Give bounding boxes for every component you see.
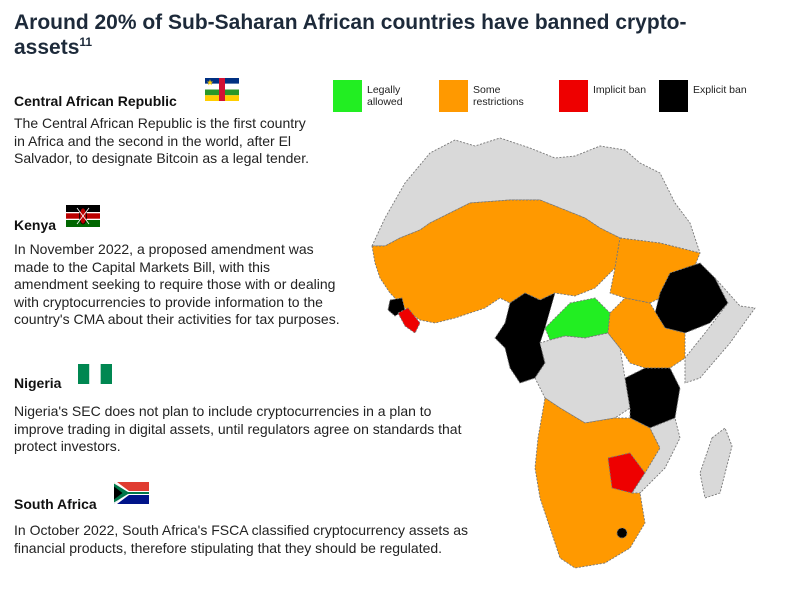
legend-item-implicit-ban: Implicit ban — [559, 80, 646, 114]
guinea-region — [387, 297, 406, 317]
east-africa-region — [607, 297, 686, 369]
car-region — [544, 297, 611, 341]
title-text: Around 20% of Sub-Saharan African countr… — [14, 11, 687, 59]
title-footnote: 11 — [79, 35, 93, 49]
map-legend: Legally allowed Some restrictions Implic… — [333, 80, 773, 114]
mozambique-region — [631, 417, 681, 494]
zimbabwe-region — [607, 452, 646, 494]
entry-heading-car: Central African Republic — [14, 92, 177, 110]
south-africa-flag-icon — [114, 482, 149, 504]
entry-text-car: The Central African Republic is the firs… — [14, 115, 309, 166]
liberia-region — [397, 307, 421, 334]
entry-title-south-africa: South Africa — [14, 496, 97, 512]
entry-text-south-africa: In October 2022, South Africa's FSCA cla… — [14, 522, 468, 556]
legend-swatch-implicit-ban — [559, 80, 588, 112]
somalia-region — [684, 277, 756, 384]
legend-swatch-legally-allowed — [333, 80, 362, 112]
tanzania-region — [624, 367, 681, 429]
entry-title-nigeria: Nigeria — [14, 375, 62, 391]
legend-label-legally-allowed: Legally allowed — [367, 84, 403, 108]
legend-label-implicit-ban: Implicit ban — [593, 84, 647, 96]
legend-swatch-explicit-ban — [659, 80, 688, 112]
nigeria-flag-icon — [78, 364, 112, 384]
entry-heading-kenya: Kenya — [14, 216, 56, 234]
kenya-flag-icon — [66, 205, 100, 227]
legend-label-some-restrictions: Some restrictions — [473, 84, 524, 108]
legend-item-explicit-ban: Explicit ban — [659, 80, 747, 114]
entry-heading-nigeria: Nigeria — [14, 374, 61, 392]
entry-text-nigeria: Nigeria's SEC does not plan to include c… — [14, 403, 462, 454]
central-african-republic-flag-icon — [205, 78, 239, 101]
africa-map — [371, 137, 756, 569]
legend-item-some-restrictions: Some restrictions — [439, 80, 524, 114]
entry-title-car: Central African Republic — [14, 93, 177, 109]
entry-title-kenya: Kenya — [14, 217, 57, 233]
legend-item-legally-allowed: Legally allowed — [333, 80, 403, 114]
legend-label-explicit-ban: Explicit ban — [693, 84, 747, 96]
madagascar-region — [699, 427, 733, 499]
legend-swatch-some-restrictions — [439, 80, 468, 112]
lesotho-region — [616, 527, 628, 539]
entry-heading-south-africa: South Africa — [14, 495, 97, 513]
entry-text-kenya: In November 2022, a proposed amendment w… — [14, 241, 340, 327]
page-title: Around 20% of Sub-Saharan African countr… — [14, 10, 754, 60]
nigeria-cameroon-region — [494, 292, 556, 384]
ethiopia-region — [654, 262, 729, 334]
southern-africa-region — [534, 397, 661, 569]
